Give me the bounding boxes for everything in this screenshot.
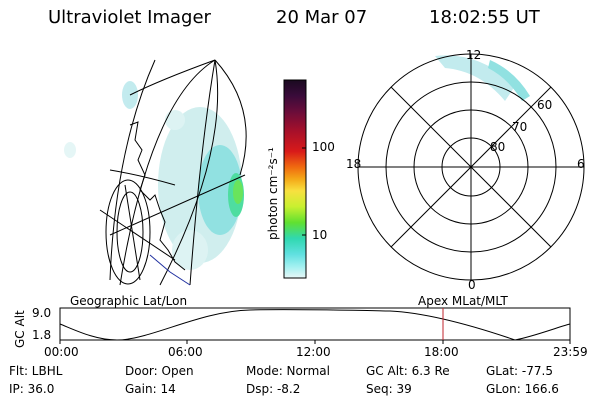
door-info: Door: Open (125, 364, 194, 378)
auroral-emission-polar (435, 55, 530, 101)
orbit-xtick-2359: 23:59 (553, 345, 588, 359)
glat-info: GLat: -77.5 (486, 364, 553, 378)
gc-alt-info: GC Alt: 6.3 Re (366, 364, 450, 378)
orbit-ytick-9: 9.0 (32, 306, 52, 320)
filter-info: Flt: LBHL (9, 364, 63, 378)
instrument-title: Ultraviolet Imager (48, 7, 211, 28)
auroral-emission-geo (64, 81, 244, 270)
polar-label-70: 70 (512, 120, 528, 134)
geo-grid-lines (99, 59, 247, 286)
orbit-track-geo (149, 254, 191, 286)
time-label: 18:02:55 UT (429, 7, 540, 28)
polar-label-18: 18 (346, 157, 362, 171)
polar-label-6: 6 (577, 157, 585, 171)
orbit-xtick-0600: 06:00 (168, 345, 203, 359)
colorbar (283, 79, 307, 279)
orbit-xtick-1800: 18:00 (424, 345, 459, 359)
colorbar-tick-100: 100 (312, 140, 335, 154)
seq-info: Seq: 39 (366, 382, 412, 396)
orbit-xtick-0000: 00:00 (44, 345, 79, 359)
polar-label-0: 0 (468, 278, 476, 292)
polar-label-60: 60 (537, 98, 553, 112)
glon-info: GLon: 166.6 (486, 382, 559, 396)
orbit-altitude-curve (59, 309, 571, 341)
colorbar-unit-label: photon cm⁻²s⁻¹ (266, 147, 280, 240)
colorbar-tick-10: 10 (312, 228, 328, 242)
orbit-ytick-1-8: 1.8 (32, 328, 52, 342)
coastline (129, 121, 186, 271)
mode-info: Mode: Normal (246, 364, 330, 378)
geo-latlon-label: Geographic Lat/Lon (70, 294, 188, 308)
ip-info: IP: 36.0 (9, 382, 55, 396)
polar-label-12: 12 (466, 48, 482, 62)
orbit-xtick-1200: 12:00 (296, 345, 331, 359)
polar-label-80: 80 (490, 140, 506, 154)
date-label: 20 Mar 07 (276, 7, 368, 28)
apex-mlat-mlt-label: Apex MLat/MLT (418, 294, 508, 308)
gc-alt-axis-label: GC Alt (13, 310, 27, 348)
polar-plot (357, 53, 585, 281)
orbit-altitude-plot (59, 307, 571, 344)
gain-info: Gain: 14 (125, 382, 176, 396)
dsp-info: Dsp: -8.2 (246, 382, 301, 396)
